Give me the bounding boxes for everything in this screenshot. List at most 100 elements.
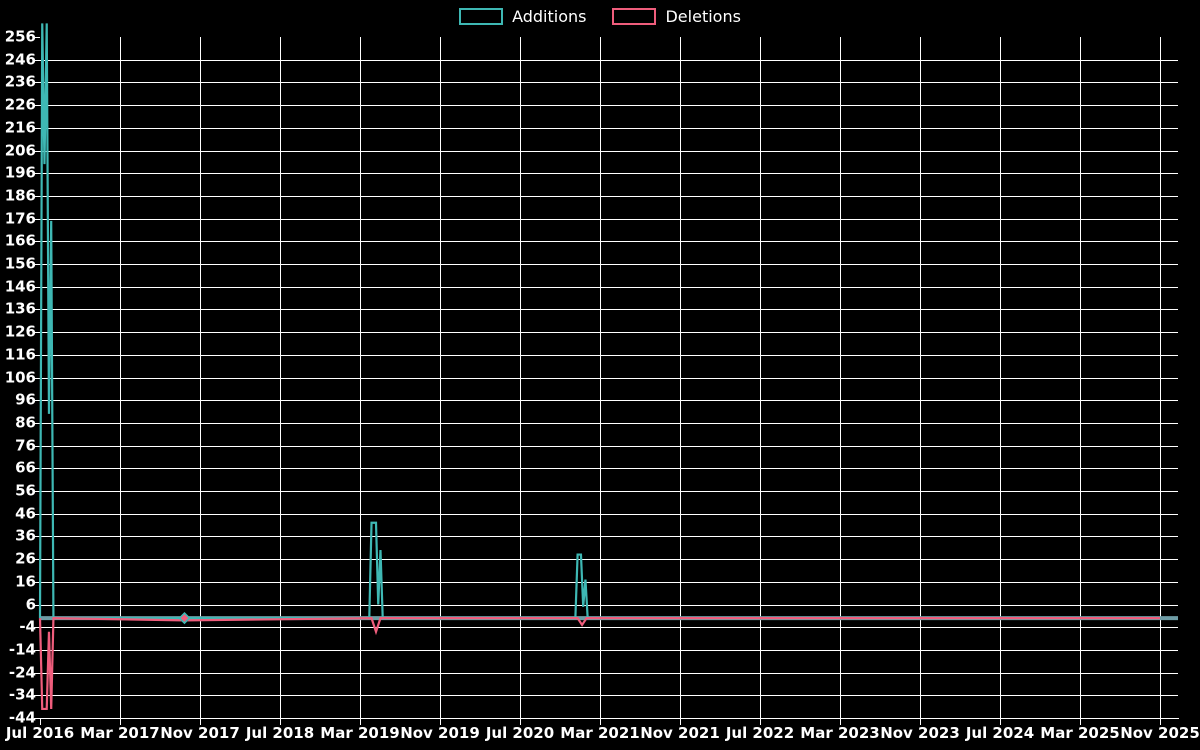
x-tick-label: Jul 2016 — [5, 724, 75, 742]
y-tick-mark — [34, 105, 40, 107]
gridline-h — [40, 513, 1178, 515]
legend-item-additions[interactable]: Additions — [459, 7, 586, 26]
y-tick-mark — [34, 377, 40, 379]
gridline-v — [200, 37, 201, 718]
gridline-h — [40, 195, 1178, 197]
gridline-v — [360, 37, 361, 718]
y-tick-label: 46 — [15, 504, 36, 523]
y-tick-label: 176 — [4, 209, 36, 228]
x-tick-mark — [1080, 719, 1081, 725]
y-tick-mark — [34, 491, 40, 492]
y-tick-mark — [34, 718, 40, 719]
x-tick-label: Jul 2024 — [965, 724, 1035, 742]
x-tick-label: Mar 2017 — [80, 724, 160, 742]
x-tick-mark — [280, 719, 281, 725]
y-tick-label: 216 — [4, 118, 36, 137]
gridline-h — [40, 59, 1178, 61]
y-tick-mark — [34, 309, 40, 311]
y-tick-mark — [34, 672, 40, 674]
data-point-marker[interactable] — [178, 611, 191, 625]
gridline-v — [1160, 37, 1161, 718]
y-tick-label: 246 — [4, 50, 36, 69]
y-tick-label: -44 — [8, 708, 36, 727]
series-line-additions — [38, 23, 1160, 620]
gridline-h — [40, 286, 1178, 288]
y-tick-label: 206 — [4, 141, 36, 159]
series-line-deletions — [38, 617, 1160, 711]
gridline-v — [280, 37, 281, 718]
y-tick-mark — [34, 59, 40, 61]
x-tick-label: Mar 2019 — [320, 724, 400, 742]
x-tick-label: Jul 2018 — [245, 724, 315, 742]
y-tick-mark — [34, 627, 40, 629]
legend-item-deletions[interactable]: Deletions — [612, 7, 741, 26]
x-tick-label: Nov 2021 — [640, 724, 720, 742]
chart-legend: Additions Deletions — [0, 0, 1200, 32]
x-tick-label: Nov 2019 — [400, 724, 480, 742]
gridline-v — [440, 37, 441, 718]
y-tick-mark — [34, 286, 40, 288]
y-tick-mark — [34, 468, 40, 470]
y-tick-label: 196 — [4, 163, 36, 182]
gridline-h — [40, 127, 1178, 129]
gridline-h — [40, 264, 1178, 265]
gridline-h — [40, 82, 1178, 84]
y-tick-mark — [34, 82, 40, 84]
y-tick-label: 146 — [4, 277, 36, 296]
x-tick-label: Mar 2023 — [800, 724, 880, 742]
y-tick-mark — [34, 241, 40, 243]
y-tick-label: 186 — [4, 186, 36, 205]
x-tick-mark — [440, 719, 441, 725]
gridline-h — [40, 218, 1178, 220]
x-tick-mark — [40, 719, 41, 725]
gridline-h — [40, 627, 1178, 629]
gridline-h — [40, 445, 1178, 447]
gridline-h — [40, 332, 1178, 334]
x-tick-mark — [680, 719, 681, 725]
y-tick-label: 36 — [15, 526, 36, 545]
y-tick-mark — [34, 649, 40, 651]
x-tick-label: Nov 2025 — [1120, 724, 1200, 742]
y-tick-label: 86 — [15, 413, 36, 432]
y-tick-mark — [34, 536, 40, 538]
gridline-h — [40, 468, 1178, 470]
y-tick-label: -24 — [8, 663, 36, 682]
y-tick-label: -4 — [19, 617, 36, 636]
y-tick-mark — [34, 127, 40, 129]
y-tick-mark — [34, 581, 40, 583]
gridline-h — [40, 422, 1178, 424]
y-tick-label: 96 — [15, 390, 36, 409]
y-tick-mark — [34, 400, 40, 402]
y-tick-label: 256 — [4, 27, 36, 46]
y-tick-label: 76 — [15, 436, 36, 455]
y-tick-mark — [34, 332, 40, 334]
x-tick-label: Nov 2017 — [160, 724, 240, 742]
y-tick-label: 166 — [4, 231, 36, 250]
legend-label-additions: Additions — [512, 6, 587, 26]
gridline-v — [760, 37, 761, 718]
x-tick-mark — [760, 719, 761, 725]
y-tick-mark — [34, 264, 40, 265]
y-tick-mark — [34, 513, 40, 515]
y-tick-label: 156 — [4, 254, 36, 273]
gridline-v — [920, 37, 921, 718]
y-tick-label: 106 — [4, 368, 36, 386]
legend-swatch-deletions — [612, 7, 657, 25]
gridline-v — [680, 37, 681, 718]
y-tick-mark — [34, 218, 40, 220]
gridline-h — [40, 581, 1178, 583]
y-tick-label: 56 — [15, 481, 36, 500]
x-tick-label: Jul 2022 — [725, 724, 795, 742]
y-tick-mark — [34, 354, 40, 356]
y-tick-label: 66 — [15, 458, 36, 477]
x-tick-mark — [200, 719, 201, 725]
gridline-v — [120, 37, 121, 718]
y-tick-mark — [34, 695, 40, 697]
y-tick-mark — [34, 150, 40, 152]
gridline-h — [40, 536, 1178, 538]
x-tick-mark — [360, 719, 361, 725]
x-tick-mark — [1160, 719, 1161, 725]
gridline-v — [1000, 37, 1001, 718]
gridline-h — [40, 559, 1178, 561]
